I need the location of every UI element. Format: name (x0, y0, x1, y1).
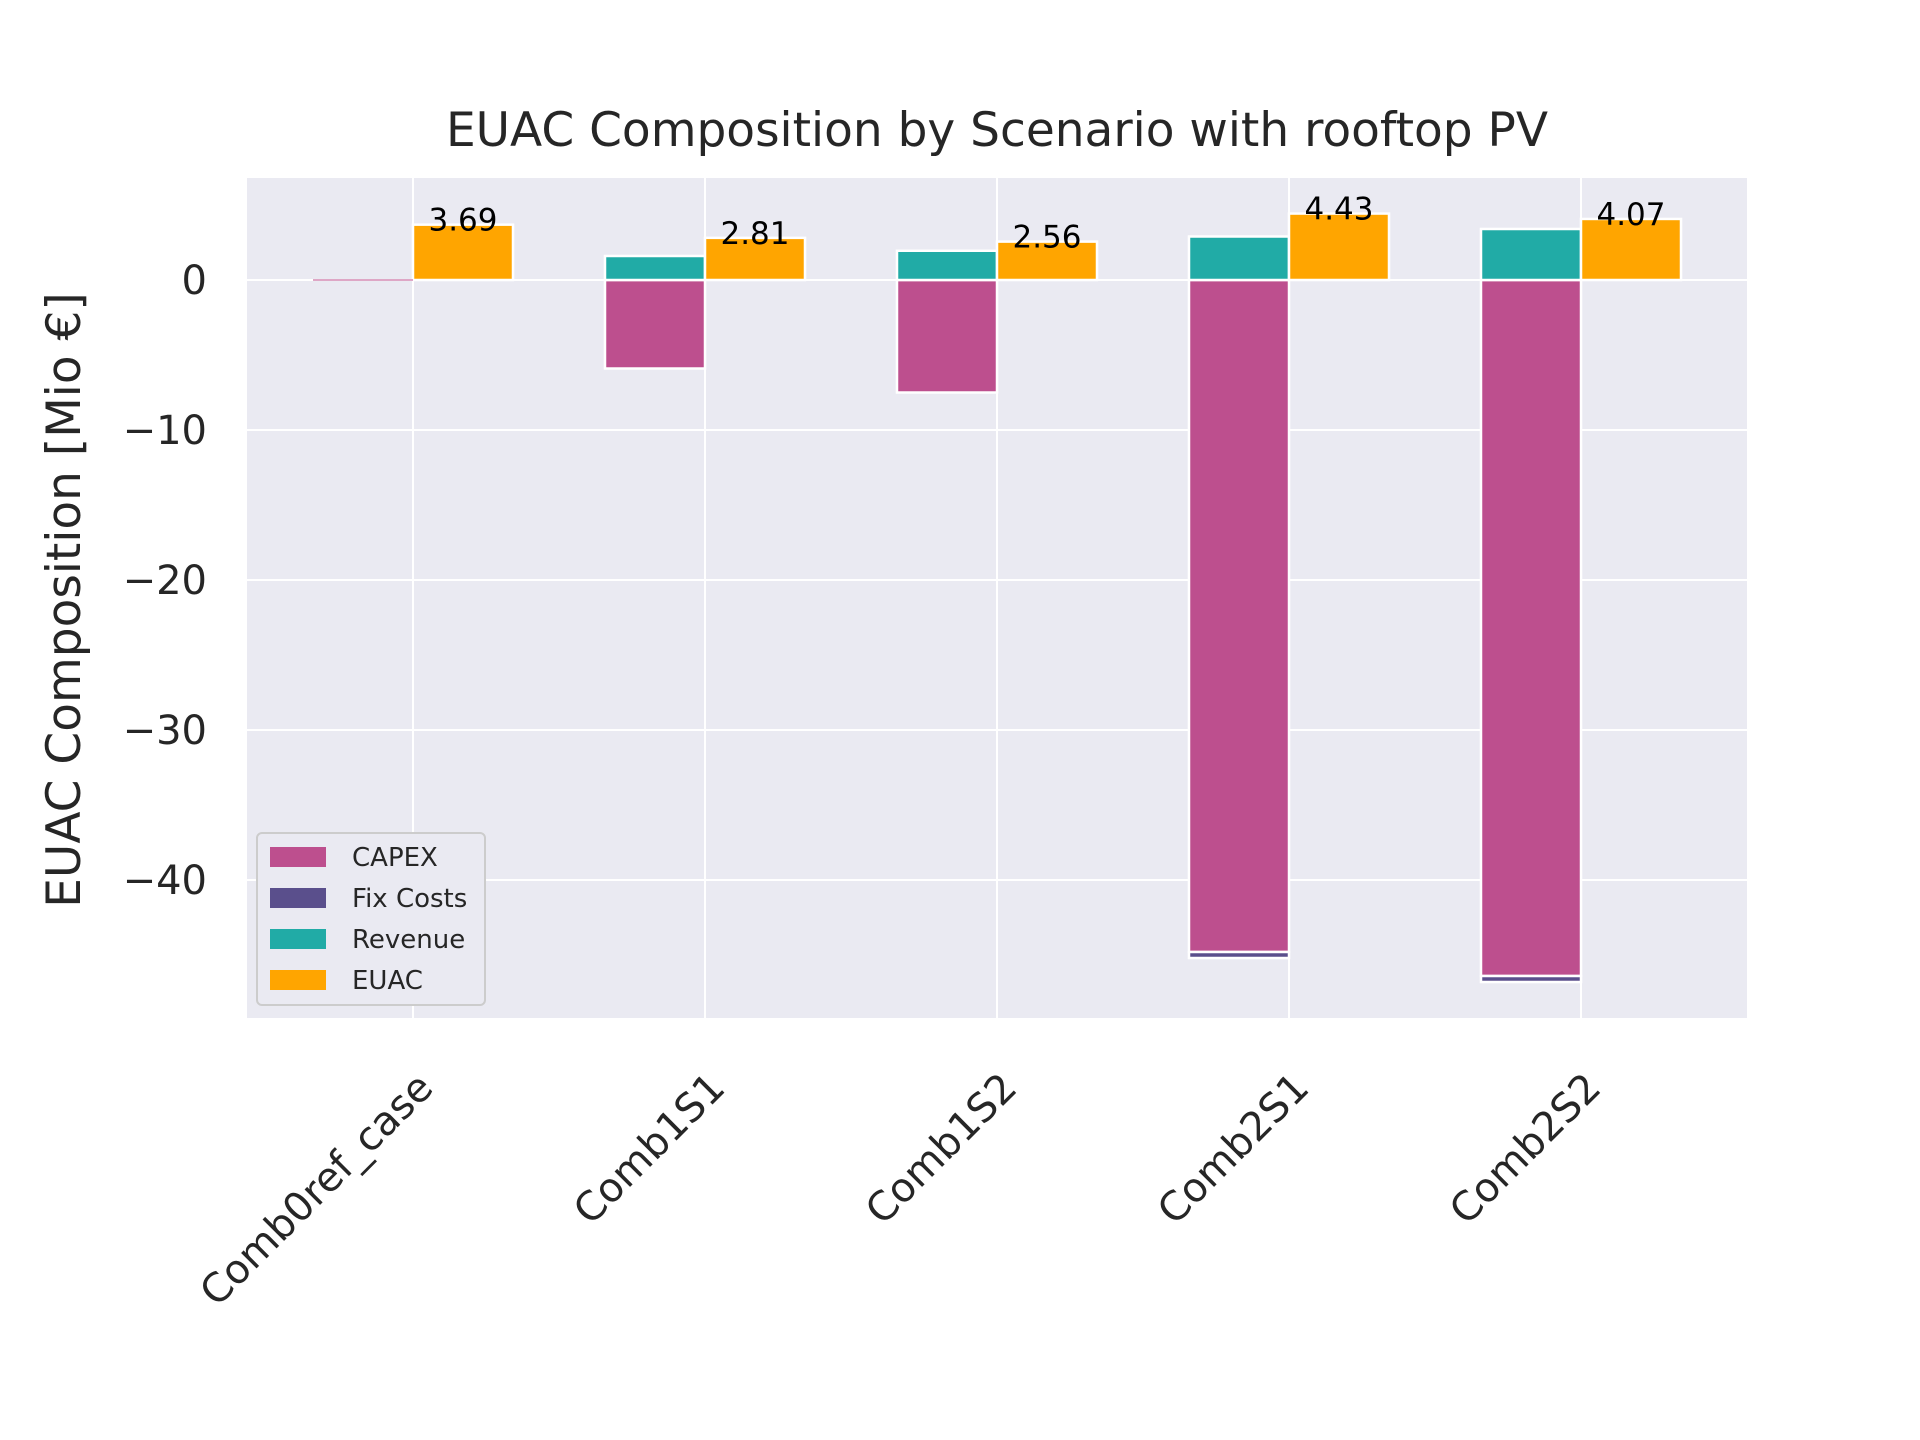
x-tick-label: Comb2S2 (1441, 1065, 1610, 1234)
bar-revenue (603, 254, 707, 282)
legend-swatch-capex (270, 847, 326, 867)
bars (313, 212, 1683, 984)
y-tick-label: −20 (123, 558, 207, 604)
bar-euac (995, 240, 1099, 282)
x-tick-label: Comb0ref_case (191, 1065, 442, 1316)
x-tick-labels: Comb0ref_case Comb1S1 Comb1S2 Comb2S1 Comb2S… (191, 1065, 1610, 1316)
y-tick-label: −30 (123, 708, 207, 754)
x-tick-label: Comb1S1 (565, 1065, 734, 1234)
x-tick-label: Comb1S2 (857, 1065, 1026, 1234)
bar-revenue (895, 249, 999, 282)
bar-capex (603, 278, 707, 370)
legend-swatch-fix-costs (270, 888, 326, 908)
bar-euac (1579, 217, 1683, 282)
bar-fix-costs (1187, 950, 1291, 960)
bar-euac (1287, 212, 1391, 282)
legend-label: Revenue (352, 925, 465, 955)
value-labels: 3.69 2.81 2.56 4.43 4.07 (428, 192, 1665, 256)
bar-capex (1187, 278, 1291, 954)
euac-value-label: 2.56 (1012, 220, 1081, 256)
y-axis-label: EUAC Composition [Mio €] (37, 292, 92, 908)
legend-label: CAPEX (352, 843, 438, 873)
y-tick-labels: 0 −10 −20 −30 −40 (123, 258, 207, 904)
chart-title: EUAC Composition by Scenario with roofto… (446, 103, 1548, 158)
bar-fix-costs (1479, 974, 1583, 984)
legend-frame (256, 832, 486, 1006)
legend-label: Fix Costs (352, 884, 467, 914)
bar-revenue (1479, 227, 1583, 282)
euac-value-label: 4.07 (1596, 197, 1665, 233)
euac-value-label: 2.81 (720, 216, 789, 252)
y-tick-label: −40 (123, 858, 207, 904)
bar-revenue (1187, 235, 1291, 282)
y-tick-label: 0 (182, 258, 207, 304)
y-tick-label: −10 (123, 408, 207, 454)
legend-swatch-euac (270, 970, 326, 990)
bar-capex (1479, 278, 1583, 978)
x-tick-label: Comb2S1 (1149, 1065, 1318, 1234)
legend: CAPEX Fix Costs Revenue EUAC (256, 832, 486, 1006)
euac-value-label: 3.69 (428, 203, 497, 239)
bar-euac (411, 223, 515, 282)
legend-label: EUAC (352, 966, 423, 996)
bar-euac (703, 236, 807, 282)
euac-value-label: 4.43 (1304, 192, 1373, 228)
legend-swatch-revenue (270, 929, 326, 949)
bar-capex (895, 278, 999, 394)
